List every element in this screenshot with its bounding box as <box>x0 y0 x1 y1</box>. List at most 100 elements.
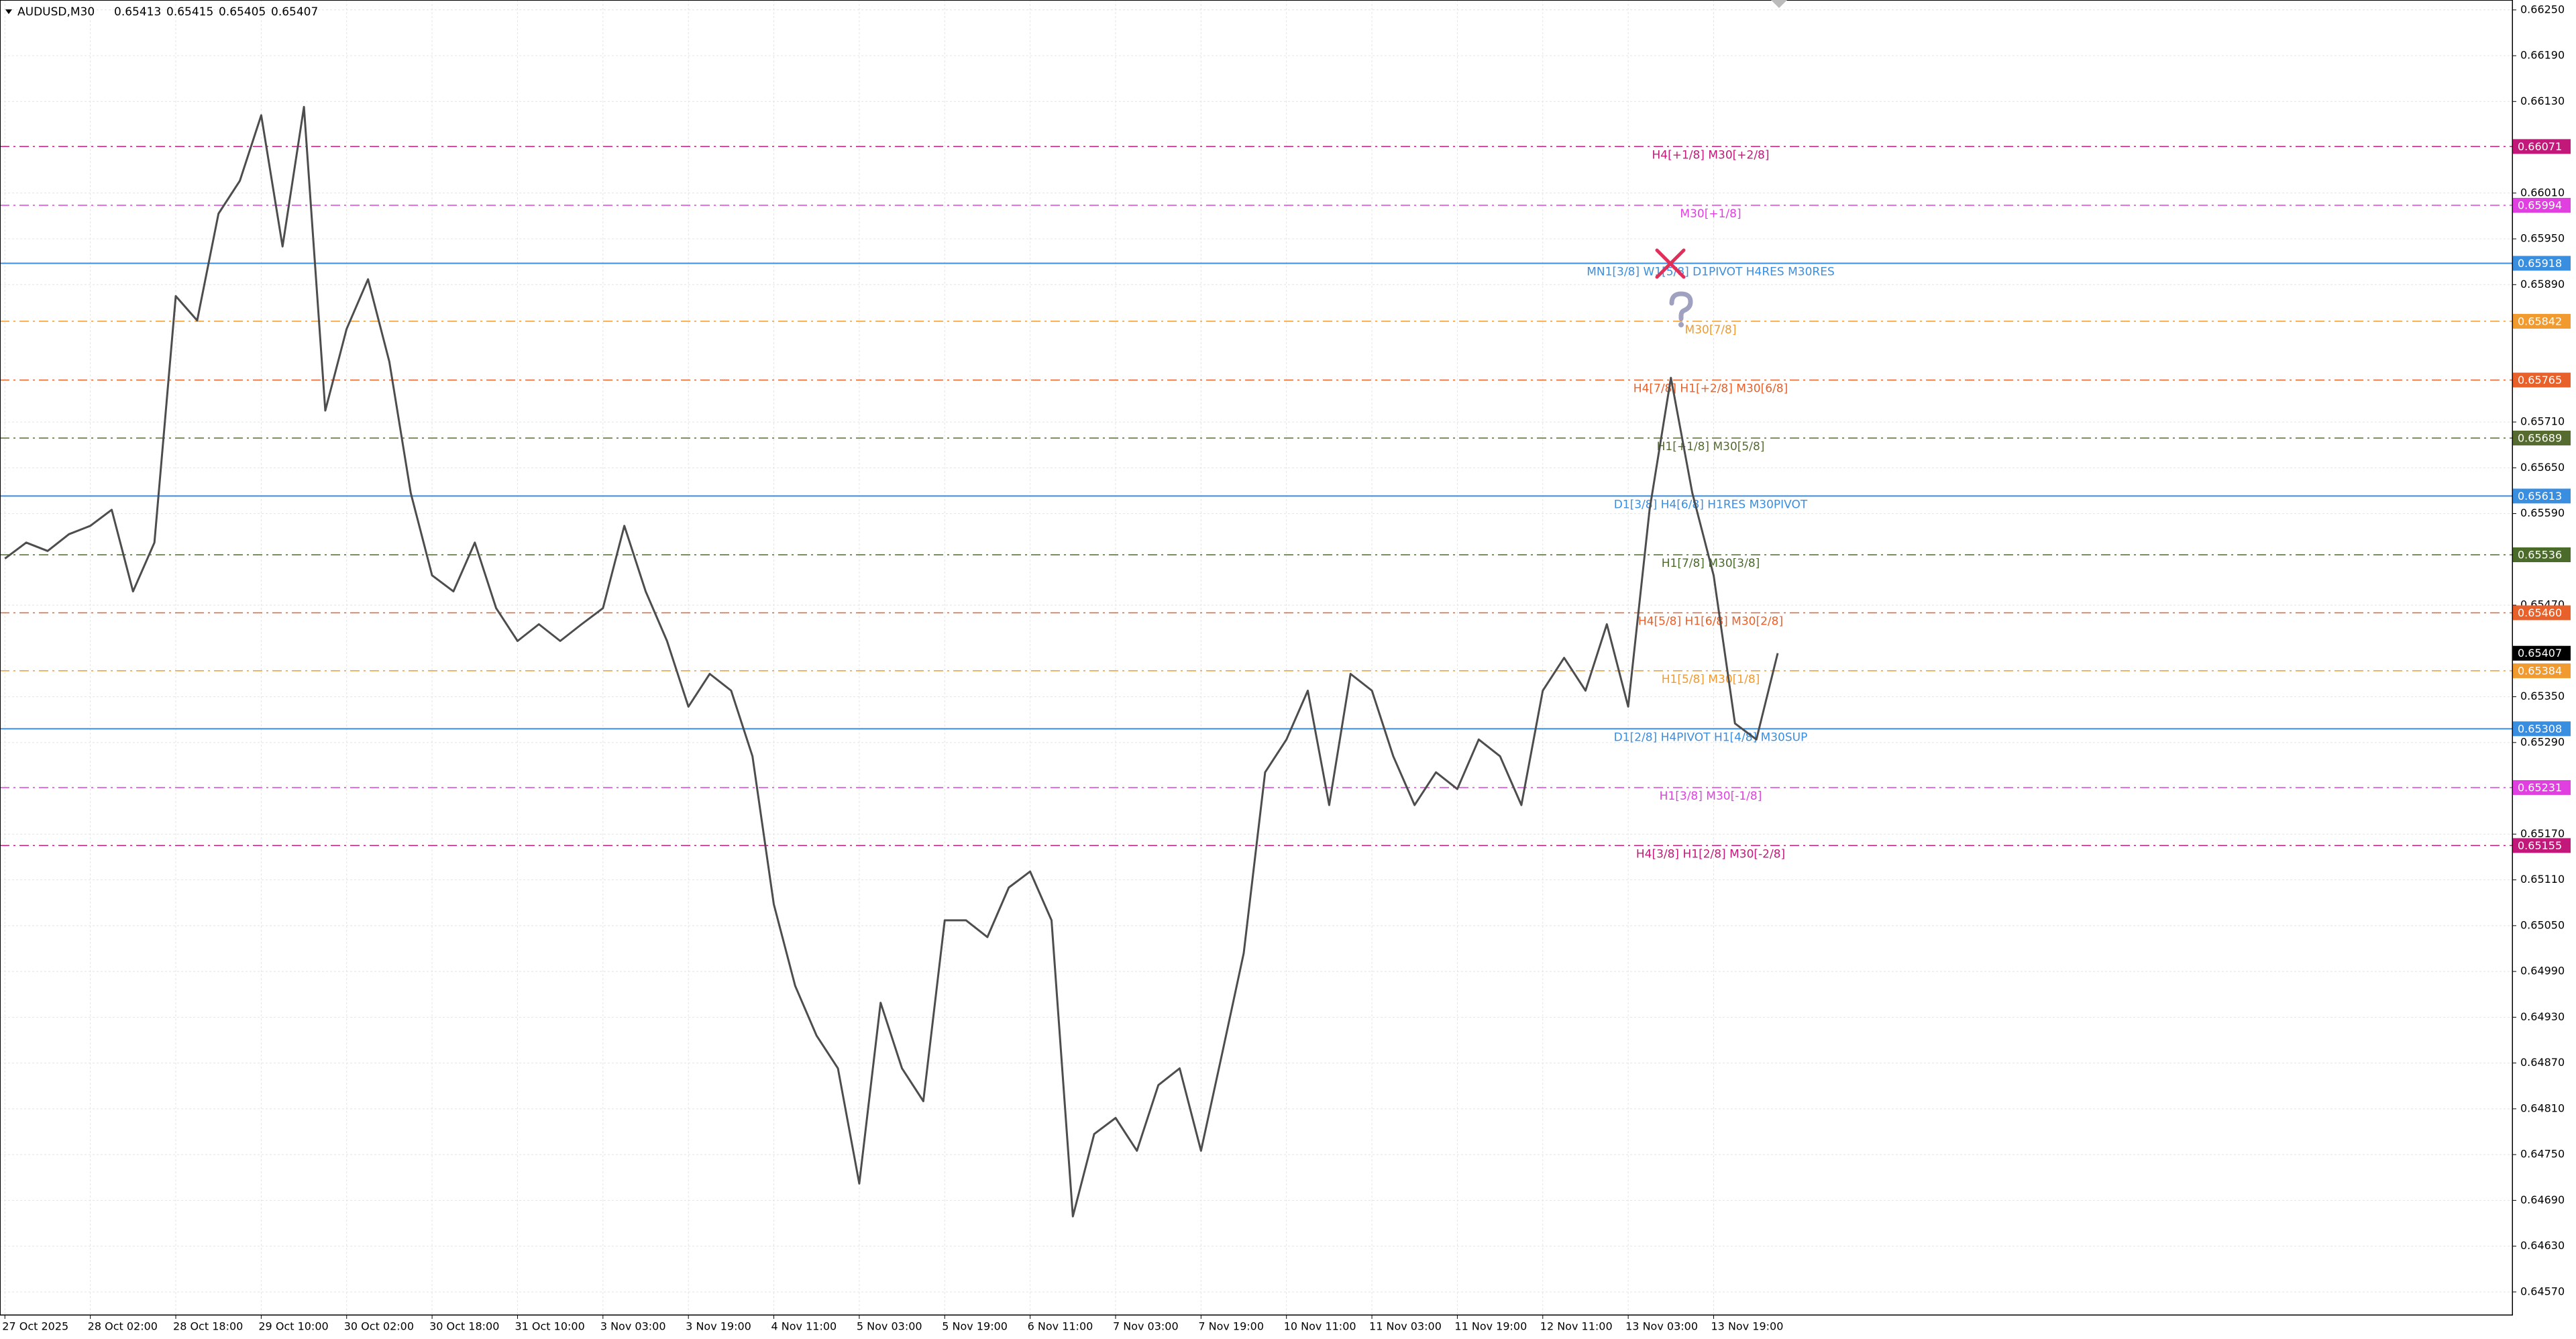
level-price-box <box>2513 372 2571 388</box>
header-value: 0.65415 <box>166 5 213 19</box>
y-tick-label: 0.64570 <box>2520 1285 2565 1297</box>
x-tick-label: 28 Oct 18:00 <box>173 1320 243 1333</box>
x-tick-label: 4 Nov 11:00 <box>771 1320 837 1333</box>
level-price-label: 0.65155 <box>2518 839 2562 852</box>
level-price-box <box>2513 780 2571 795</box>
grid <box>0 0 2512 1315</box>
x-tick-label: 3 Nov 03:00 <box>600 1320 666 1333</box>
y-tick-label: 0.64630 <box>2520 1239 2565 1252</box>
x-tick-label: 28 Oct 02:00 <box>88 1320 158 1333</box>
x-tick-label: 11 Nov 03:00 <box>1369 1320 1442 1333</box>
question-marker-dot <box>1678 322 1684 327</box>
level-price-label: 0.65613 <box>2518 490 2562 502</box>
cross-marker <box>1655 248 1686 279</box>
level-label: H1[+1/8] M30[5/8] <box>1657 440 1765 453</box>
y-tick-label: 0.64870 <box>2520 1056 2565 1069</box>
symbol: AUDUSD,M30 <box>17 5 95 19</box>
level-label: D1[3/8] H4[6/8] H1RES M30PIVOT <box>1614 498 1808 511</box>
level-label: H4[3/8] H1[2/8] M30[-2/8] <box>1636 847 1785 861</box>
level-price-box <box>2513 838 2571 853</box>
x-tick-label: 31 Oct 10:00 <box>515 1320 584 1333</box>
level-price-box <box>2513 198 2571 213</box>
level-price-label: 0.65765 <box>2518 374 2562 386</box>
x-tick-label: 13 Nov 19:00 <box>1711 1320 1784 1333</box>
level-label: M30[7/8] <box>1685 323 1737 337</box>
y-tick-label: 0.65950 <box>2520 232 2565 245</box>
level-label: H1[5/8] M30[1/8] <box>1662 673 1760 686</box>
level-price-box <box>2513 139 2571 154</box>
level-price-box <box>2513 430 2571 445</box>
header-value: 0.65405 <box>219 5 266 19</box>
symbol-menu-icon[interactable] <box>5 9 12 14</box>
series <box>4 105 1779 1218</box>
y-tick-label: 0.66190 <box>2520 49 2565 62</box>
x-tick-label: 29 Oct 10:00 <box>258 1320 328 1333</box>
x-tick-label: 30 Oct 18:00 <box>429 1320 499 1333</box>
x-tick-label: 5 Nov 19:00 <box>942 1320 1008 1333</box>
level-price-label: 0.65460 <box>2518 606 2562 619</box>
chart-shift-marker[interactable] <box>1771 0 1787 8</box>
x-tick-label: 5 Nov 03:00 <box>857 1320 922 1333</box>
level-label: M30[+1/8] <box>1680 207 1741 221</box>
y-tick-label: 0.65710 <box>2520 415 2565 428</box>
level-price-box <box>2513 488 2571 504</box>
level-price-label: 0.65308 <box>2518 722 2562 735</box>
y-tick-label: 0.66250 <box>2520 3 2565 15</box>
x-tick-label: 7 Nov 03:00 <box>1113 1320 1179 1333</box>
level-label: D1[2/8] H4PIVOT H1[4/8] M30SUP <box>1614 731 1808 744</box>
level-price-box <box>2513 313 2571 329</box>
x-tick-label: 3 Nov 19:00 <box>686 1320 751 1333</box>
price-line <box>4 105 1779 1218</box>
level-price-box <box>2513 663 2571 678</box>
y-tick-label: 0.66010 <box>2520 186 2565 199</box>
level-price-label: 0.66071 <box>2518 140 2562 153</box>
header-value: 0.65407 <box>271 5 318 19</box>
y-tick-label: 0.64690 <box>2520 1193 2565 1206</box>
question-marker <box>1669 291 1693 321</box>
y-tick-label: 0.66130 <box>2520 95 2565 107</box>
current-price-box <box>2513 645 2571 661</box>
level-price-box <box>2513 547 2571 562</box>
level-label: H4[7/8] H1[+2/8] M30[6/8] <box>1633 382 1788 396</box>
level-label: H4[5/8] H1[6/8] M30[2/8] <box>1638 614 1783 628</box>
y-tick-label: 0.65290 <box>2520 735 2565 748</box>
x-tick-label: 30 Oct 02:00 <box>344 1320 414 1333</box>
level-label: MN1[3/8] W1[5/8] D1PIVOT H4RES M30RES <box>1587 265 1835 278</box>
x-tick-label: 27 Oct 2025 <box>2 1320 68 1333</box>
y-tick-label: 0.64990 <box>2520 965 2565 977</box>
level-label: H1[3/8] M30[-1/8] <box>1660 790 1762 803</box>
level-price-label: 0.65994 <box>2518 199 2562 212</box>
x-tick-label: 7 Nov 19:00 <box>1198 1320 1264 1333</box>
y-tick-label: 0.65890 <box>2520 278 2565 290</box>
y-tick-label: 0.65650 <box>2520 461 2565 474</box>
y-tick-label: 0.65590 <box>2520 506 2565 519</box>
level-price-label: 0.65842 <box>2518 315 2562 327</box>
level-label: H4[+1/8] M30[+2/8] <box>1652 148 1769 162</box>
level-price-box <box>2513 605 2571 621</box>
header-ohlc: 0.65413 0.65415 0.65405 0.65407 <box>114 5 318 19</box>
y-tick-label: 0.65170 <box>2520 827 2565 840</box>
x-tick-label: 11 Nov 19:00 <box>1454 1320 1527 1333</box>
level-price-label: 0.65689 <box>2518 431 2562 444</box>
x-tick-label: 12 Nov 11:00 <box>1540 1320 1613 1333</box>
y-tick-label: 0.65050 <box>2520 918 2565 931</box>
levels: H4[+1/8] M30[+2/8] M30[+1/8] MN1[3/8] W1[5… <box>0 146 2512 861</box>
y-tick-label: 0.64750 <box>2520 1148 2565 1161</box>
level-price-box <box>2513 256 2571 271</box>
level-price-label: 0.65536 <box>2518 548 2562 561</box>
level-price-label: 0.65918 <box>2518 257 2562 270</box>
y-tick-label: 0.65110 <box>2520 873 2565 886</box>
y-tick-label: 0.64930 <box>2520 1010 2565 1023</box>
level-price-box <box>2513 721 2571 737</box>
x-tick-label: 10 Nov 11:00 <box>1284 1320 1356 1333</box>
y-tick-label: 0.64810 <box>2520 1102 2565 1114</box>
x-tick-label: 13 Nov 03:00 <box>1625 1320 1698 1333</box>
level-price-label: 0.65231 <box>2518 781 2562 794</box>
level-price-label: 0.65384 <box>2518 664 2562 677</box>
x-tick-label: 6 Nov 11:00 <box>1028 1320 1093 1333</box>
current-price-label: 0.65407 <box>2518 647 2562 659</box>
